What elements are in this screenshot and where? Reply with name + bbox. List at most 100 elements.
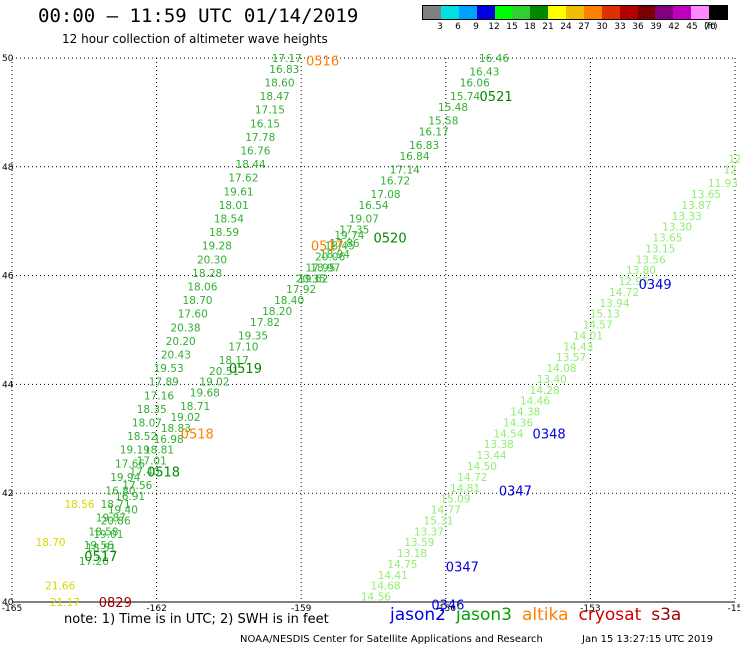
wave-height-value: 14.72 bbox=[609, 287, 639, 299]
wave-height-value: 15.48 bbox=[438, 102, 468, 114]
wave-height-value: 12 bbox=[728, 154, 740, 166]
pass-time-label: 0516 bbox=[306, 55, 339, 70]
wave-height-value: 18.58 bbox=[89, 526, 119, 538]
footer-note: note: 1) Time is in UTC; 2) SWH is in fe… bbox=[64, 612, 329, 627]
colorbar-label: 12 bbox=[488, 22, 500, 32]
wave-height-value: 18.06 bbox=[187, 281, 217, 293]
colorbar-swatch bbox=[476, 6, 495, 19]
y-tick-label: 40 bbox=[2, 598, 14, 608]
wave-height-value: 13.65 bbox=[691, 189, 721, 201]
colorbar-label: 9 bbox=[473, 22, 479, 32]
wave-height-value: 18.17 bbox=[219, 355, 249, 367]
wave-height-value: 13.44 bbox=[477, 450, 507, 462]
wave-height-value: 18.35 bbox=[137, 404, 167, 416]
pass-time-label: 0518 bbox=[147, 465, 180, 480]
wave-height-value: 13.59 bbox=[404, 537, 434, 549]
pass-time-label: 0518 bbox=[181, 427, 214, 442]
wave-height-value: 16.54 bbox=[358, 200, 388, 212]
colorbar-swatch bbox=[458, 6, 477, 19]
wave-height-value: 21.17 bbox=[50, 597, 80, 609]
colorbar-label: 45 bbox=[686, 22, 698, 32]
colorbar-swatch bbox=[673, 6, 692, 19]
wave-height-value: 19.02 bbox=[199, 377, 229, 389]
wave-height-value: 17.14 bbox=[390, 165, 420, 177]
y-tick-label: 46 bbox=[2, 272, 14, 282]
wave-height-value: 20.35 bbox=[296, 273, 326, 285]
wave-height-value: 18.07 bbox=[132, 417, 162, 429]
colorbar-label: 30 bbox=[596, 22, 608, 32]
wave-height-value: 14.56 bbox=[361, 592, 391, 604]
wave-height-value: 18.56 bbox=[64, 499, 94, 511]
wave-height-value: 14.54 bbox=[493, 428, 523, 440]
colorbar-label: 15 bbox=[506, 22, 518, 32]
colorbar-swatch bbox=[548, 6, 566, 19]
x-tick-label: -159 bbox=[291, 604, 312, 614]
x-tick-label: -153 bbox=[580, 604, 600, 614]
pass-time-label: 0520 bbox=[374, 232, 407, 247]
wave-height-value: 18.51 bbox=[86, 543, 116, 555]
colorbar-swatch bbox=[583, 6, 602, 19]
pass-time-label: 0829 bbox=[99, 596, 132, 611]
colorbar-label: 3 bbox=[437, 22, 443, 32]
wave-height-value: 19.07 bbox=[349, 213, 379, 225]
wave-height-value: 16.43 bbox=[469, 67, 499, 79]
wave-height-value: 18.54 bbox=[214, 213, 244, 225]
x-tick-label: -162 bbox=[146, 604, 166, 614]
wave-height-value: 12.95 bbox=[619, 276, 649, 288]
colorbar-label: 42 bbox=[668, 22, 680, 32]
mission-legend-jason2: jason2 bbox=[390, 605, 446, 625]
mission-legend: jason2 jason3 altika cryosat s3a bbox=[390, 605, 691, 625]
colorbar-swatch bbox=[423, 6, 441, 19]
wave-height-value: 15.74 bbox=[450, 91, 480, 103]
wave-height-value: 18.71 bbox=[101, 499, 131, 511]
pass-time-label: 0348 bbox=[533, 427, 566, 442]
mission-legend-jason3: jason3 bbox=[456, 605, 512, 625]
wave-height-value: 17.78 bbox=[245, 132, 275, 144]
wave-height-value: 16.17 bbox=[419, 126, 449, 138]
colorbar-swatch bbox=[655, 6, 674, 19]
wave-height-value: 13.56 bbox=[636, 254, 666, 266]
wave-height-value: 16.72 bbox=[380, 175, 410, 187]
wave-height-value: 16.83 bbox=[269, 64, 299, 76]
wave-height-value: 18.83 bbox=[161, 423, 191, 435]
wave-height-value: 17.35 bbox=[339, 224, 369, 236]
wave-height-value: 14.57 bbox=[583, 320, 613, 332]
wave-height-value: 18.60 bbox=[264, 77, 294, 89]
wave-height-value: 20.86 bbox=[101, 515, 131, 527]
wave-height-value: 18.59 bbox=[209, 227, 239, 239]
pass-time-label: 0517 bbox=[311, 240, 344, 255]
colorbar-label: 18 bbox=[524, 22, 536, 32]
wave-height-value: 14.50 bbox=[467, 461, 497, 473]
pass-time-label: 0347 bbox=[499, 484, 532, 499]
wave-height-value: 18.94 bbox=[320, 249, 350, 261]
wave-height-value: 20.20 bbox=[166, 336, 196, 348]
wave-height-value: 13.94 bbox=[599, 298, 629, 310]
wave-height-value: 19.40 bbox=[108, 505, 138, 517]
wave-height-value: 17.60 bbox=[178, 309, 208, 321]
wave-height-value: 17.82 bbox=[250, 317, 280, 329]
wave-height-value: 16.80 bbox=[105, 485, 135, 497]
colorbar-swatch bbox=[691, 6, 709, 19]
wave-height-value: 14.38 bbox=[510, 407, 540, 419]
colorbar-swatch bbox=[530, 6, 549, 19]
wave-height-value: 14.08 bbox=[546, 363, 576, 375]
wave-height-value: 13.33 bbox=[672, 211, 702, 223]
wave-height-value: 17.10 bbox=[228, 341, 258, 353]
wave-height-value: 19.28 bbox=[202, 241, 232, 253]
wave-height-value: 14.68 bbox=[371, 581, 401, 593]
colorbar-units: (ft) bbox=[704, 22, 718, 32]
wave-height-value: 13.57 bbox=[556, 352, 586, 364]
wave-height-value: 16.46 bbox=[479, 53, 509, 65]
wave-height-value: 17.62 bbox=[228, 173, 258, 185]
wave-height-value: 20.06 bbox=[315, 252, 345, 264]
colorbar-swatch bbox=[619, 6, 638, 19]
wave-height-value: 15.13 bbox=[590, 309, 620, 321]
wave-height-value: 18.47 bbox=[260, 91, 290, 103]
colorbar-swatch bbox=[601, 6, 620, 19]
wave-height-value: 17.01 bbox=[137, 456, 167, 468]
x-tick-label: -156 bbox=[436, 604, 457, 614]
wave-height-value: 12 bbox=[723, 165, 736, 177]
pass-time-label: 0517 bbox=[84, 550, 117, 565]
x-tick-label: -165 bbox=[2, 604, 22, 614]
